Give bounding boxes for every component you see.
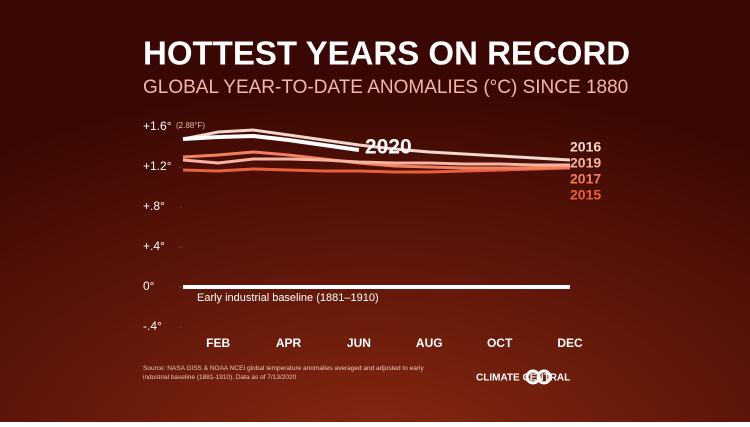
x-tick-label: APR bbox=[276, 336, 302, 350]
chart-title: HOTTEST YEARS ON RECORD bbox=[143, 35, 630, 72]
x-tick-label: AUG bbox=[416, 336, 443, 350]
y-tick-label: +.4° bbox=[143, 239, 165, 253]
series-line bbox=[182, 150, 571, 170]
series-label: Early industrial baseline (1881–1910) bbox=[197, 292, 379, 304]
series-label: 2016 bbox=[570, 139, 601, 155]
source: Source: NASA GISS & NOAA NCEI global tem… bbox=[143, 365, 424, 381]
series-label: 2017 bbox=[570, 171, 601, 187]
logo-ring bbox=[536, 369, 552, 385]
chart-subtitle: GLOBAL YEAR-TO-DATE ANOMALIES (°C) SINCE… bbox=[143, 77, 628, 98]
series-label: 2019 bbox=[570, 155, 601, 171]
series-line bbox=[182, 157, 570, 167]
series-line bbox=[182, 166, 571, 174]
series-line bbox=[182, 128, 571, 162]
y-tick-label: +.8° bbox=[143, 199, 165, 213]
y-tick-label: +1.6° bbox=[143, 119, 172, 133]
source-box: Source: NASA GISS & NOAA NCEI global tem… bbox=[143, 365, 424, 381]
logo bbox=[525, 369, 552, 385]
x-tick-label: FEB bbox=[206, 336, 230, 350]
x-tick-label: JUN bbox=[347, 336, 371, 350]
x-tick-label: OCT bbox=[487, 336, 513, 350]
annotation: (2.88°F) bbox=[176, 121, 205, 130]
series-label: 2015 bbox=[570, 187, 601, 203]
series-line bbox=[182, 133, 360, 152]
brand: CLIMATE CENTRAL bbox=[476, 373, 570, 384]
x-tick-label: DEC bbox=[557, 336, 583, 350]
y-tick-label: -.4° bbox=[143, 319, 162, 333]
y-tick-label: +1.2° bbox=[143, 159, 172, 173]
series-label: 2020 bbox=[365, 136, 412, 159]
y-tick-label: 0° bbox=[143, 279, 155, 293]
